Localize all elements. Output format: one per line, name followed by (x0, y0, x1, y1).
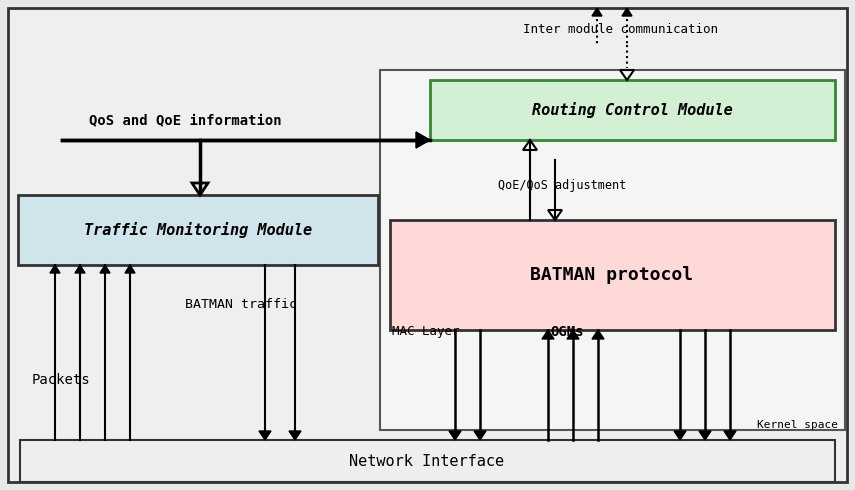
Text: Traffic Monitoring Module: Traffic Monitoring Module (84, 222, 312, 238)
Bar (18, 195, 378, 265)
Text: BATMAN traffic: BATMAN traffic (185, 298, 297, 312)
Polygon shape (724, 431, 736, 440)
Polygon shape (289, 431, 301, 440)
Text: Inter module communication: Inter module communication (522, 24, 717, 36)
Text: BATMAN protocol: BATMAN protocol (530, 266, 693, 284)
Polygon shape (50, 265, 60, 273)
Text: Packets: Packets (32, 373, 91, 387)
Text: MAC Layer: MAC Layer (392, 325, 459, 339)
Text: Kernel space: Kernel space (757, 420, 838, 430)
Bar (380, 70, 845, 430)
Polygon shape (75, 265, 85, 273)
Polygon shape (699, 431, 711, 440)
Polygon shape (567, 330, 579, 339)
Polygon shape (125, 265, 135, 273)
Polygon shape (416, 132, 430, 148)
Polygon shape (592, 330, 604, 339)
Polygon shape (674, 431, 686, 440)
Polygon shape (622, 8, 632, 16)
Text: Routing Control Module: Routing Control Module (532, 102, 733, 118)
Text: Network Interface: Network Interface (350, 454, 504, 468)
Text: QoS and QoE information: QoS and QoE information (89, 113, 281, 127)
Text: QoE/QoS adjustment: QoE/QoS adjustment (498, 178, 626, 192)
Polygon shape (100, 265, 110, 273)
Polygon shape (592, 8, 602, 16)
Text: OGMs: OGMs (550, 325, 583, 339)
Bar (390, 220, 835, 330)
Polygon shape (542, 330, 554, 339)
Bar (430, 80, 835, 140)
Polygon shape (449, 431, 461, 440)
Bar (20, 440, 835, 482)
Polygon shape (474, 431, 486, 440)
Polygon shape (259, 431, 271, 440)
